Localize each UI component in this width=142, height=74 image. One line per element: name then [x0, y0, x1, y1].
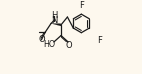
Text: HO: HO [44, 40, 56, 49]
Text: N: N [51, 16, 57, 25]
Text: O: O [66, 41, 73, 50]
Text: O: O [38, 35, 45, 44]
Text: F: F [97, 36, 102, 45]
Text: F: F [79, 1, 84, 11]
Text: H: H [51, 11, 57, 20]
Polygon shape [51, 23, 61, 26]
